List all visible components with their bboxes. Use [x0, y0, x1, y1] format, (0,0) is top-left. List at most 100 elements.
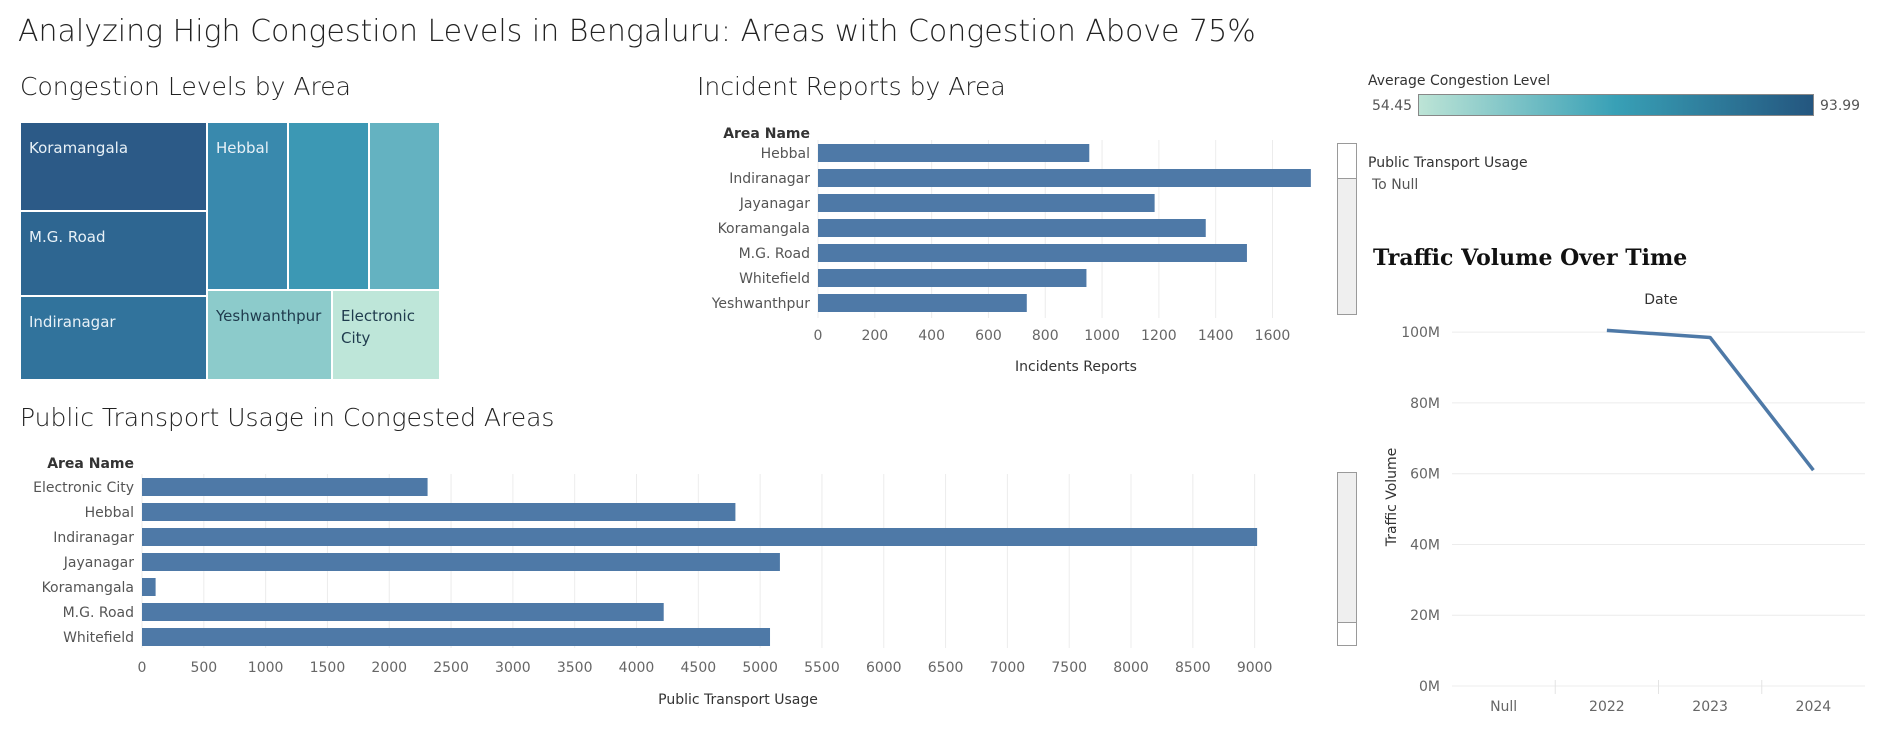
- y-tick-label: 60M: [1410, 467, 1440, 483]
- traffic-chart-title: Traffic Volume Over Time: [1373, 245, 1688, 271]
- bar: [818, 169, 1311, 187]
- category-label: Koramangala: [42, 580, 134, 596]
- x-tick-label: 2024: [1796, 699, 1832, 715]
- x-tick-label: 7500: [1051, 660, 1087, 676]
- tile-label: Hebbal: [216, 139, 269, 157]
- treemap-tile-hebbal[interactable]: Hebbal: [207, 122, 288, 290]
- x-tick-label: 9000: [1237, 660, 1273, 676]
- x-axis-label: Public Transport Usage: [658, 692, 818, 708]
- x-tick-label: 1500: [310, 660, 346, 676]
- transport-scrollbar[interactable]: [1337, 472, 1357, 646]
- x-tick-label: 5500: [804, 660, 840, 676]
- color-legend-gradient: [1418, 94, 1814, 116]
- treemap-tile-indiranagar[interactable]: Indiranagar: [20, 296, 207, 380]
- legend-max-label: 93.99: [1820, 98, 1861, 114]
- treemap-chart[interactable]: Koramangala M.G. Road Indiranagar Hebbal…: [20, 122, 440, 380]
- x-tick-label: 3000: [495, 660, 531, 676]
- category-header: Area Name: [723, 126, 810, 142]
- incident-scrollbar-thumb[interactable]: [1338, 144, 1356, 179]
- treemap-tile-electronic-city[interactable]: Electronic City: [332, 290, 440, 380]
- x-tick-label: 2022: [1589, 699, 1625, 715]
- tile-label: Indiranagar: [29, 313, 116, 331]
- treemap-tile-yeshwanthpur[interactable]: Yeshwanthpur: [207, 290, 332, 380]
- category-label: Koramangala: [718, 221, 810, 237]
- x-tick-label: 800: [1032, 328, 1059, 344]
- x-tick-label: 6000: [866, 660, 902, 676]
- dashboard-title: Analyzing High Congestion Levels in Beng…: [18, 14, 1256, 49]
- y-tick-label: 80M: [1410, 396, 1440, 412]
- x-tick-label: 8500: [1175, 660, 1211, 676]
- tile-label: Electronic City: [341, 307, 415, 347]
- bar: [142, 578, 156, 596]
- category-label: Indiranagar: [729, 171, 810, 187]
- tile-label: M.G. Road: [29, 228, 106, 246]
- category-label: Whitefield: [739, 271, 810, 287]
- x-tick-label: 500: [190, 660, 217, 676]
- legend-min-label: 54.45: [1372, 98, 1413, 114]
- x-tick-label: 1200: [1141, 328, 1177, 344]
- x-tick-label: 8000: [1113, 660, 1149, 676]
- legend-title: Average Congestion Level: [1368, 73, 1551, 89]
- bar: [142, 553, 780, 571]
- category-label: Jayanagar: [739, 196, 810, 212]
- bar: [142, 528, 1258, 546]
- treemap-tile-mg-road[interactable]: M.G. Road: [20, 211, 207, 296]
- bar: [142, 478, 428, 496]
- y-tick-label: 0M: [1419, 679, 1440, 695]
- tile-label: Yeshwanthpur: [216, 307, 322, 325]
- bar: [818, 194, 1155, 212]
- treemap-tile-koramangala[interactable]: Koramangala: [20, 122, 207, 211]
- category-label: Whitefield: [63, 630, 134, 646]
- y-tick-label: 40M: [1410, 537, 1440, 553]
- x-tick-label: 1000: [248, 660, 284, 676]
- x-tick-label: 5000: [742, 660, 778, 676]
- x-tick-label: 1600: [1255, 328, 1291, 344]
- bar: [818, 144, 1090, 162]
- x-tick-label: Null: [1490, 699, 1517, 715]
- y-tick-label: 100M: [1401, 325, 1440, 341]
- x-tick-label: 2000: [371, 660, 407, 676]
- x-axis-label: Incidents Reports: [1015, 359, 1137, 375]
- transport-chart-title: Public Transport Usage in Congested Area…: [20, 403, 555, 432]
- treemap-tile-unlabeled-2[interactable]: [369, 122, 440, 290]
- filter-value[interactable]: To Null: [1372, 177, 1419, 193]
- x-tick-label: 1000: [1084, 328, 1120, 344]
- bar: [818, 219, 1206, 237]
- category-header: Area Name: [47, 456, 134, 472]
- x-tick-label: 200: [861, 328, 888, 344]
- bar: [818, 269, 1087, 287]
- filter-title: Public Transport Usage: [1368, 155, 1528, 171]
- category-label: Yeshwanthpur: [711, 296, 810, 312]
- category-label: M.G. Road: [63, 605, 134, 621]
- x-tick-label: 600: [975, 328, 1002, 344]
- treemap-tile-unlabeled-1[interactable]: [288, 122, 369, 290]
- bar: [142, 628, 771, 646]
- x-tick-label: 400: [918, 328, 945, 344]
- category-label: Indiranagar: [53, 530, 134, 546]
- bar: [818, 294, 1027, 312]
- x-tick-label: 4000: [619, 660, 655, 676]
- category-label: Hebbal: [85, 505, 134, 521]
- x-tick-label: 2023: [1692, 699, 1728, 715]
- y-tick-label: 20M: [1410, 608, 1440, 624]
- x-tick-label: 3500: [557, 660, 593, 676]
- x-tick-label: 0: [138, 660, 147, 676]
- x-tick-label: 2500: [433, 660, 469, 676]
- bar: [818, 244, 1247, 262]
- incident-scrollbar[interactable]: [1337, 143, 1357, 315]
- y-axis-label: Traffic Volume: [1384, 448, 1400, 548]
- x-tick-label: 0: [814, 328, 823, 344]
- category-label: Hebbal: [761, 146, 810, 162]
- category-label: M.G. Road: [739, 246, 810, 262]
- transport-scrollbar-thumb[interactable]: [1338, 622, 1356, 645]
- x-tick-label: 7000: [990, 660, 1026, 676]
- bar: [142, 603, 664, 621]
- category-label: Electronic City: [33, 480, 134, 496]
- x-tick-label: 4500: [681, 660, 717, 676]
- bar: [142, 503, 736, 521]
- series-line: [1606, 328, 1815, 472]
- treemap-title: Congestion Levels by Area: [20, 72, 351, 101]
- x-tick-label: 1400: [1198, 328, 1234, 344]
- x-axis-label: Date: [1644, 292, 1677, 308]
- category-label: Jayanagar: [63, 555, 134, 571]
